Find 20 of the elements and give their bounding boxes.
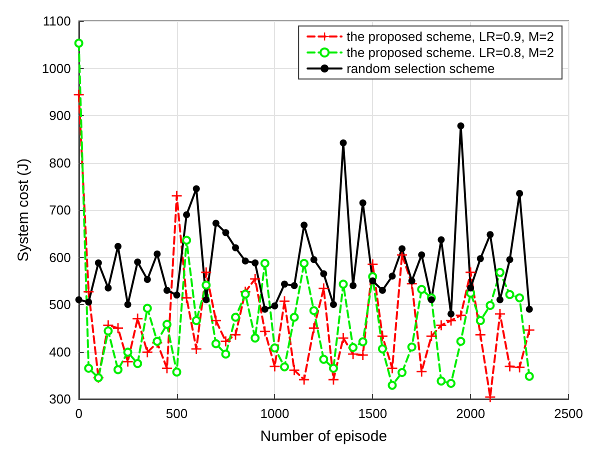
legend-label: random selection scheme: [346, 61, 495, 76]
x-tick-label: 1500: [358, 406, 388, 421]
y-tick-label: 800: [49, 155, 71, 170]
x-axis-title: Number of episode: [260, 428, 388, 445]
x-tick-label: 0: [75, 406, 82, 421]
y-tick-label: 400: [49, 344, 71, 360]
x-tick-label: 2500: [554, 406, 583, 421]
y-tick-label: 700: [49, 202, 71, 218]
y-tick-label: 1000: [42, 60, 71, 76]
x-tick-label: 500: [166, 406, 188, 421]
y-tick-label: 500: [49, 297, 71, 312]
legend-label: the proposed scheme, LR=0.9, M=2: [346, 29, 554, 44]
y-axis-title: System cost (J): [15, 158, 32, 262]
y-tick-label: 300: [49, 392, 71, 406]
x-tick-label: 2000: [456, 406, 486, 421]
y-tick-label: 1100: [42, 14, 71, 28]
y-tick-label: 600: [49, 250, 71, 265]
legend-label: the proposed scheme. LR=0.8, M=2: [346, 45, 554, 60]
x-tick-label: 1000: [260, 406, 290, 421]
y-tick-label: 900: [49, 108, 71, 123]
